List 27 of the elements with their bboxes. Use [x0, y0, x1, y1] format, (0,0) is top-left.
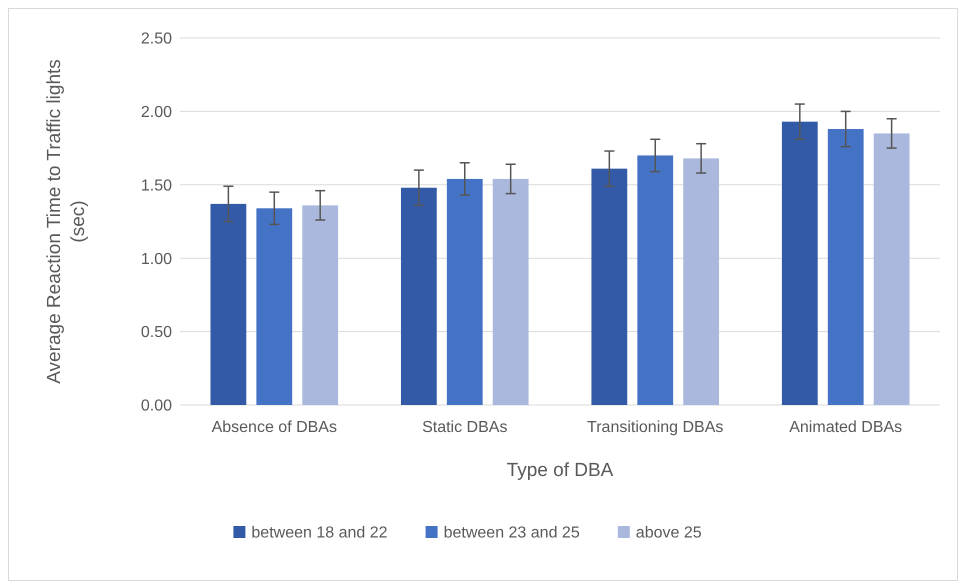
y-tick-label: 1.00: [140, 250, 172, 268]
y-tick-label: 0.00: [140, 398, 172, 415]
x-tick-label: Static DBAs: [422, 419, 508, 436]
bar: [828, 129, 864, 405]
y-axis-title: Average Reaction Time to Traffic lights (sec): [44, 59, 89, 384]
legend-label: between 18 and 22: [251, 524, 388, 542]
legend-label: above 25: [636, 524, 702, 542]
x-tick-label: Absence of DBAs: [212, 419, 337, 436]
x-tick-label: Animated DBAs: [789, 419, 902, 436]
bar: [492, 178, 529, 405]
bar: [782, 122, 818, 405]
bar: [874, 133, 910, 405]
bar: [210, 204, 246, 405]
x-tick-label: Transitioning DBAs: [587, 419, 724, 436]
bar: [637, 155, 674, 405]
y-tick-label: 2.50: [140, 30, 172, 48]
bar: [400, 188, 437, 405]
bar: [446, 178, 483, 405]
y-tick-label: 2.00: [140, 104, 172, 121]
bar: [683, 158, 720, 405]
bar: [591, 168, 628, 405]
bar: [302, 205, 338, 405]
y-tick-label: 0.50: [140, 324, 172, 342]
legend-label: between 23 and 25: [444, 524, 580, 542]
x-axis-title: Type of DBA: [506, 460, 614, 481]
bar: [256, 208, 292, 405]
y-tick-label: 1.50: [140, 177, 172, 194]
